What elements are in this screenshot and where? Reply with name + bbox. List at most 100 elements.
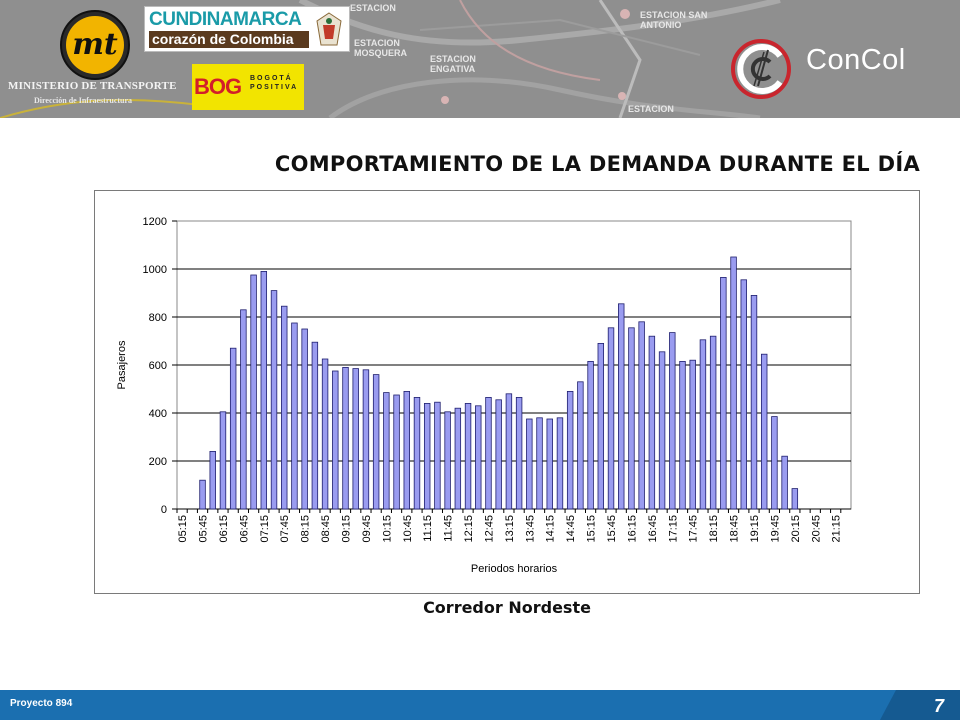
bar-07:15 — [260, 271, 268, 510]
bogota-positiva-logo: BOG BOGOTÁ POSITIVA — [192, 64, 304, 110]
bar-09:30 — [352, 368, 359, 510]
bar-08:00 — [291, 322, 298, 510]
bar-20:00 — [781, 455, 788, 510]
x-tick-label: 19:45 — [769, 515, 781, 543]
station-label: ESTACION ENGATIVA — [430, 54, 476, 74]
bar-17:30 — [679, 360, 686, 510]
cundinamarca-emblem-icon — [316, 12, 342, 46]
x-tick-label: 06:45 — [238, 515, 250, 543]
bar-06:15 — [219, 411, 227, 510]
x-tick-labels: 05:15 05:45 06:15 06:45 07:15 07:45 08:15 08:45… — [176, 509, 843, 543]
bar-14:15 — [546, 418, 553, 510]
header-banner: mt MINISTERIO DE TRANSPORTE Dirección de… — [0, 0, 960, 118]
bar-08:45 — [321, 358, 329, 510]
y-tick-labels: 0 200 400 600 800 1000 1200 — [143, 216, 177, 516]
bar-10:15 — [383, 392, 390, 510]
bar-chart: 0 200 400 600 800 1000 1200 05:15 05:45 06:15 06:… — [116, 216, 852, 575]
concol-name: ConCol — [806, 44, 906, 76]
bar-18:45 — [730, 256, 737, 510]
x-tick-label: 14:45 — [565, 515, 577, 543]
bar-12:15 — [464, 402, 472, 510]
bar-06:00 — [209, 450, 216, 510]
y-axis-label: Pasajeros — [116, 340, 128, 389]
bar-07:30 — [270, 290, 278, 510]
bar-13:30 — [515, 396, 523, 510]
bar-17:00 — [658, 351, 666, 510]
x-tick-label: 20:45 — [810, 515, 822, 543]
y-tick-label: 200 — [149, 456, 167, 468]
bar-07:45 — [281, 305, 288, 510]
x-tick-label: 13:15 — [504, 515, 516, 543]
station-label: ESTACION MOSQUERA — [354, 38, 408, 58]
y-tick-label: 800 — [149, 312, 167, 324]
bar-11:30 — [434, 401, 441, 510]
bar-11:00 — [413, 396, 421, 510]
bar-18:00 — [699, 339, 707, 510]
x-tick-label: 19:15 — [749, 515, 761, 543]
ministry-title: MINISTERIO DE TRANSPORTE — [8, 80, 177, 92]
bar-19:00 — [740, 279, 747, 510]
x-tick-label: 05:15 — [177, 515, 189, 543]
x-tick-label: 11:45 — [443, 515, 455, 542]
bar-14:45 — [566, 390, 574, 510]
page-number: 7 — [934, 696, 945, 716]
ministry-logo-mark: mt — [66, 16, 124, 74]
concol-logo-icon — [731, 39, 791, 99]
x-tick-label: 06:15 — [218, 515, 230, 543]
slide-title: COMPORTAMIENTO DE LA DEMANDA DURANTE EL … — [274, 152, 920, 176]
bar-20:15 — [791, 488, 799, 510]
bar-15:30 — [597, 342, 605, 510]
chart-frame: 0 200 400 600 800 1000 1200 05:15 05:45 06:15 06:… — [94, 190, 920, 594]
x-tick-label: 08:45 — [320, 515, 332, 543]
footer-bar — [0, 690, 960, 720]
station-label: ESTACION SAN ANTONIO — [640, 10, 708, 30]
bar-13:15 — [505, 393, 513, 510]
x-tick-label: 12:15 — [463, 515, 475, 543]
x-tick-label: 10:45 — [402, 515, 414, 543]
cundinamarca-logo: CUNDINAMARCA corazón de Colombia — [144, 6, 350, 52]
bar-12:30 — [475, 405, 482, 510]
bar-16:30 — [638, 321, 645, 510]
bar-16:15 — [628, 327, 635, 510]
bar-09:15 — [342, 366, 349, 510]
x-axis-label: Periodos horarios — [471, 563, 558, 575]
bar-10:30 — [393, 394, 400, 510]
bar-07:00 — [250, 274, 257, 510]
bar-16:45 — [648, 335, 656, 510]
bar-17:45 — [689, 359, 696, 510]
x-tick-label: 14:15 — [545, 515, 557, 543]
bar-12:45 — [485, 396, 492, 510]
x-tick-label: 13:45 — [524, 515, 536, 543]
x-tick-label: 07:15 — [259, 515, 271, 543]
bar-15:45 — [607, 327, 615, 510]
bar-11:15 — [423, 402, 431, 510]
x-tick-label: 16:45 — [647, 515, 659, 543]
station-label: ESTACION — [350, 3, 396, 13]
bar-05:45 — [199, 479, 206, 510]
bar-19:45 — [771, 416, 778, 510]
bar-13:00 — [495, 399, 502, 510]
x-tick-label: 18:45 — [729, 515, 741, 543]
bar-17:15 — [669, 332, 676, 510]
bar-15:15 — [587, 360, 594, 510]
bar-16:00 — [618, 303, 625, 510]
bar-06:30 — [229, 347, 237, 510]
ministry-subtitle: Dirección de Infraestructura — [34, 96, 133, 105]
bar-10:45 — [403, 390, 410, 510]
bar-09:00 — [332, 370, 339, 510]
station-label: ESTACION — [628, 104, 674, 114]
x-tick-label: 09:45 — [361, 515, 373, 543]
y-tick-label: 1200 — [143, 216, 167, 228]
y-tick-label: 1000 — [143, 264, 167, 276]
bar-09:45 — [362, 369, 370, 510]
bogota-text: BOGOTÁ POSITIVA — [250, 75, 299, 91]
x-tick-label: 15:15 — [586, 515, 598, 543]
x-tick-label: 16:15 — [626, 515, 638, 543]
bar-18:15 — [709, 335, 717, 510]
x-tick-label: 09:15 — [341, 515, 353, 543]
bar-08:30 — [311, 341, 319, 510]
chart-caption: Corredor Nordeste — [423, 598, 591, 617]
x-tick-label: 08:15 — [300, 515, 312, 543]
bar-15:00 — [577, 381, 584, 510]
y-tick-label: 400 — [149, 408, 167, 420]
